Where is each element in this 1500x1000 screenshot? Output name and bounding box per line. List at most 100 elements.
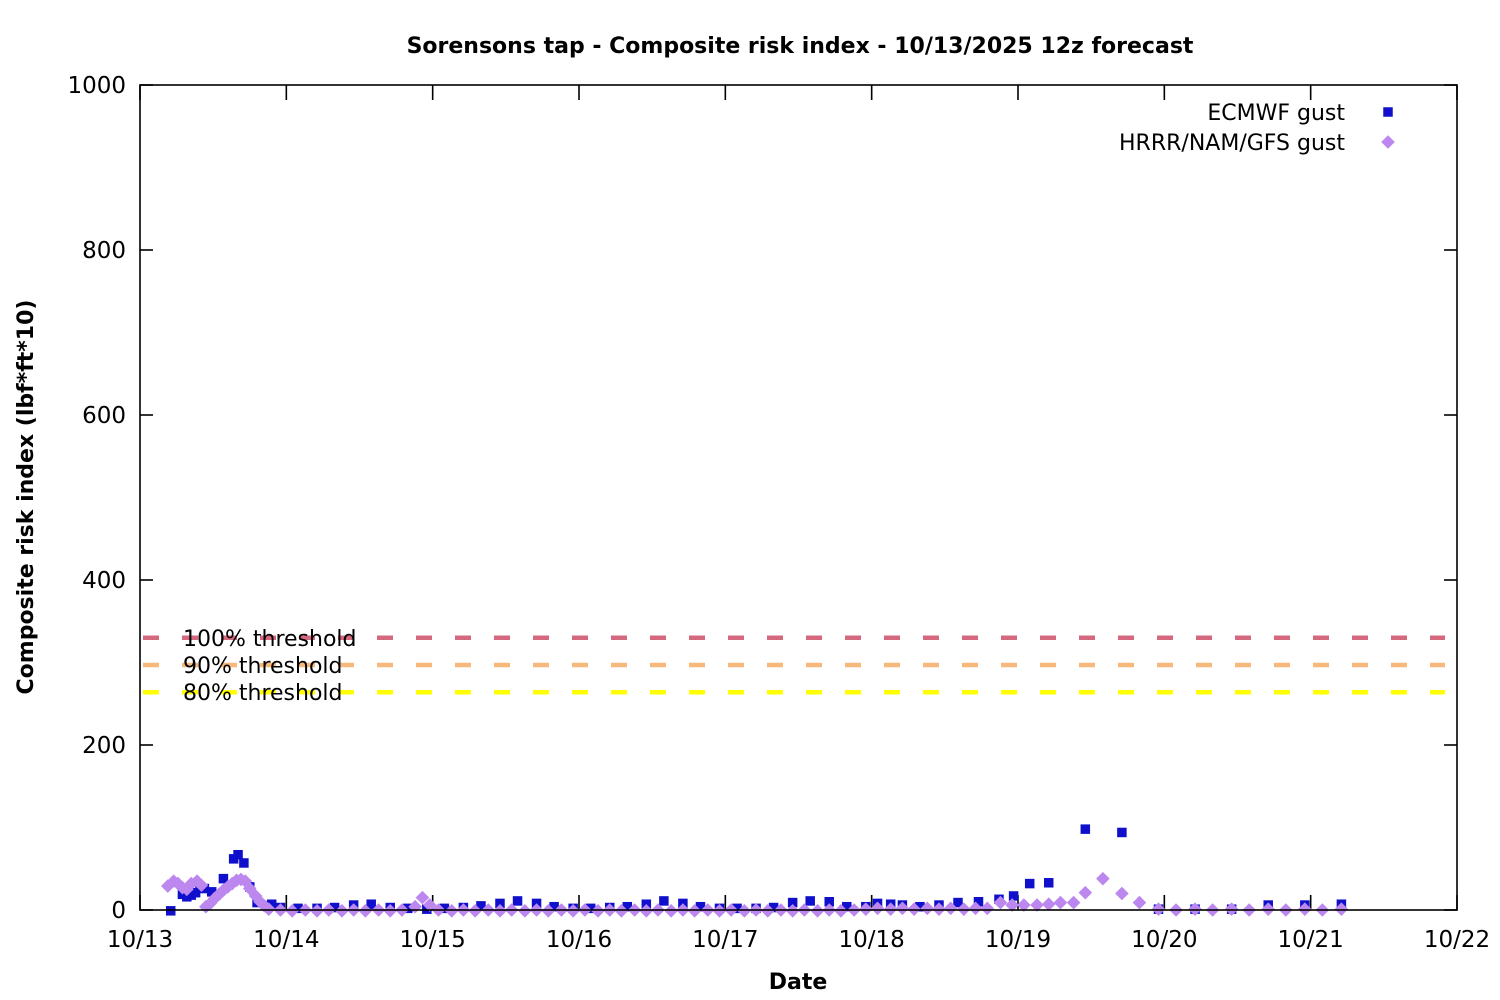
data-point bbox=[737, 904, 752, 918]
data-point bbox=[383, 904, 398, 918]
data-point bbox=[1024, 878, 1035, 889]
data-point bbox=[915, 901, 925, 912]
data-point bbox=[768, 902, 779, 913]
x-tick-label: 10/18 bbox=[839, 927, 905, 953]
x-tick-label: 10/14 bbox=[253, 927, 319, 953]
data-point bbox=[190, 887, 201, 898]
x-tick-label: 10/16 bbox=[546, 927, 612, 953]
plot-border bbox=[139, 84, 1458, 911]
y-tick-label: 0 bbox=[111, 898, 126, 924]
data-point bbox=[805, 896, 815, 906]
data-point bbox=[329, 902, 340, 913]
y-tick-label: 600 bbox=[82, 403, 126, 429]
data-point bbox=[253, 894, 267, 909]
data-point bbox=[920, 901, 935, 916]
data-point bbox=[732, 903, 742, 914]
x-tick-label: 10/19 bbox=[985, 927, 1051, 953]
data-point bbox=[695, 901, 706, 912]
data-point bbox=[712, 904, 727, 918]
data-point bbox=[1030, 898, 1044, 912]
data-point bbox=[233, 849, 243, 860]
legend-label: ECMWF gust bbox=[1207, 101, 1345, 126]
data-point bbox=[549, 901, 559, 912]
data-point bbox=[622, 901, 633, 912]
data-point bbox=[293, 903, 303, 914]
y-axis-title: Composite risk index (lbf*ft*10) bbox=[14, 300, 39, 695]
data-point bbox=[366, 899, 376, 909]
data-point bbox=[895, 901, 910, 916]
x-tick-label: 10/17 bbox=[692, 927, 758, 953]
data-point bbox=[566, 904, 580, 918]
data-point bbox=[870, 901, 885, 916]
data-point bbox=[1117, 827, 1127, 838]
data-point bbox=[968, 901, 983, 916]
data-point bbox=[541, 904, 556, 918]
data-point bbox=[512, 896, 523, 906]
data-point bbox=[614, 904, 629, 918]
data-point bbox=[1078, 885, 1093, 900]
data-point bbox=[787, 897, 798, 908]
data-point bbox=[221, 880, 235, 894]
data-point bbox=[335, 904, 349, 918]
data-point bbox=[1080, 824, 1091, 834]
x-tick-label: 10/20 bbox=[1131, 927, 1197, 953]
data-point bbox=[957, 902, 971, 916]
data-point bbox=[1261, 902, 1276, 916]
data-point bbox=[785, 904, 800, 918]
legend-label: HRRR/NAM/GFS gust bbox=[1119, 131, 1345, 156]
data-point bbox=[639, 904, 654, 918]
data-point bbox=[422, 898, 437, 912]
data-point bbox=[585, 903, 596, 914]
threshold-label: 90% threshold bbox=[183, 654, 343, 679]
data-point bbox=[824, 897, 834, 907]
data-point bbox=[266, 899, 277, 909]
threshold-label: 100% threshold bbox=[183, 627, 357, 652]
data-point bbox=[1334, 902, 1349, 916]
data-point bbox=[206, 887, 217, 897]
data-point bbox=[591, 904, 605, 918]
data-point bbox=[664, 904, 678, 918]
data-point bbox=[166, 874, 181, 888]
data-point bbox=[842, 901, 852, 912]
data-point bbox=[439, 903, 450, 914]
data-point bbox=[760, 904, 775, 918]
data-point bbox=[1224, 902, 1239, 916]
y-tick-label: 800 bbox=[82, 238, 126, 264]
data-point bbox=[422, 904, 432, 914]
x-tick-label: 10/21 bbox=[1278, 927, 1344, 953]
data-point bbox=[444, 904, 459, 918]
data-point bbox=[932, 902, 946, 916]
data-point bbox=[518, 904, 532, 918]
data-point bbox=[943, 901, 958, 916]
data-point bbox=[358, 904, 373, 918]
x-tick-label: 10/22 bbox=[1424, 927, 1490, 953]
data-point bbox=[1017, 898, 1031, 912]
data-point bbox=[495, 898, 505, 909]
data-point bbox=[1188, 902, 1202, 916]
data-point bbox=[165, 906, 176, 916]
data-point bbox=[859, 902, 873, 916]
y-tick-label: 200 bbox=[82, 733, 126, 759]
data-point bbox=[687, 904, 702, 918]
data-point bbox=[953, 897, 963, 908]
y-tick-label: 1000 bbox=[67, 73, 126, 99]
data-point bbox=[1053, 895, 1068, 910]
data-point bbox=[980, 901, 995, 916]
data-point bbox=[1008, 891, 1019, 901]
data-point bbox=[1043, 878, 1054, 888]
threshold-label: 80% threshold bbox=[183, 681, 343, 706]
data-point bbox=[194, 878, 209, 893]
data-point bbox=[1132, 895, 1147, 910]
data-point bbox=[285, 904, 299, 918]
data-point bbox=[239, 858, 249, 868]
legend-marker-square-icon bbox=[1383, 107, 1393, 117]
data-point bbox=[415, 890, 430, 905]
data-point bbox=[257, 899, 272, 913]
data-point bbox=[1298, 902, 1312, 916]
data-point bbox=[261, 902, 276, 916]
data-point bbox=[493, 904, 507, 918]
data-point bbox=[476, 901, 486, 911]
